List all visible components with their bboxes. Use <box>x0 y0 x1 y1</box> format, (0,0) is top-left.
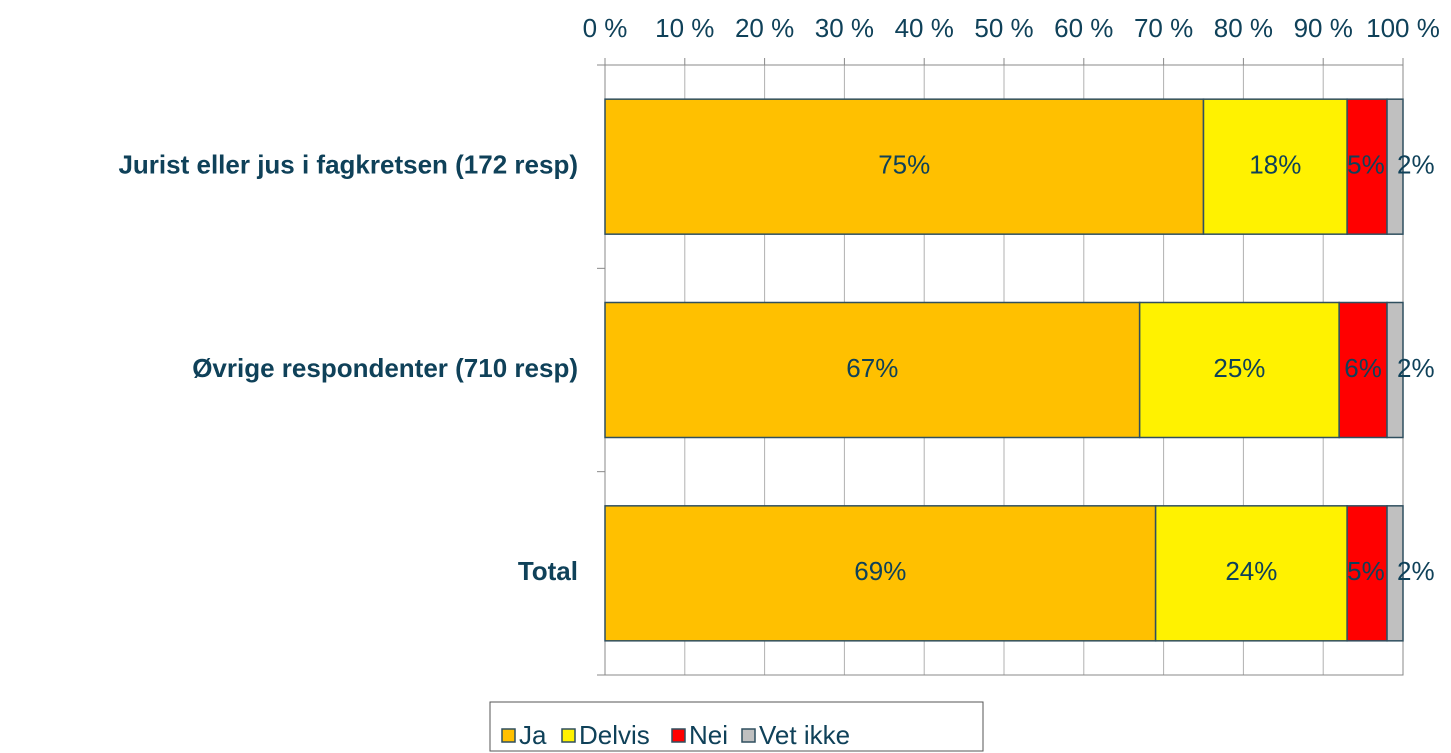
bar-segment <box>604 98 1205 235</box>
legend-swatch <box>671 728 686 743</box>
bar-segment <box>1338 301 1388 439</box>
data-label: 2% <box>1397 150 1435 180</box>
x-tick-label: 20 % <box>735 13 794 43</box>
data-label: 18% <box>1249 150 1301 180</box>
x-tick-label: 90 % <box>1294 13 1353 43</box>
data-label: 2% <box>1397 556 1435 586</box>
bar-segment <box>1346 98 1388 235</box>
data-label: 5% <box>1347 150 1385 180</box>
bar-segment <box>1154 505 1348 642</box>
x-tick-label: 80 % <box>1214 13 1273 43</box>
legend-label: Ja <box>519 720 547 750</box>
bar-segment <box>1346 505 1388 642</box>
legend-box <box>489 701 984 752</box>
data-label: 5% <box>1347 556 1385 586</box>
legend-label: Nei <box>689 720 728 750</box>
bar-segment <box>1386 98 1404 235</box>
data-label: 67% <box>846 353 898 383</box>
bar-segment <box>1386 505 1404 642</box>
legend-swatch <box>741 728 756 743</box>
x-tick-label: 100 % <box>1366 13 1440 43</box>
x-tick-label: 10 % <box>655 13 714 43</box>
legend-swatch <box>501 728 516 743</box>
data-label: 75% <box>878 150 930 180</box>
data-label: 6% <box>1344 353 1382 383</box>
bar-segment <box>1386 301 1404 439</box>
bar-segment <box>1202 98 1348 235</box>
data-label: 2% <box>1397 353 1435 383</box>
x-tick-label: 40 % <box>895 13 954 43</box>
bar-segment <box>1138 301 1340 439</box>
x-tick-label: 50 % <box>974 13 1033 43</box>
category-label: Jurist eller jus i fagkretsen (172 resp) <box>118 150 578 180</box>
legend-swatch <box>561 728 576 743</box>
legend-label: Delvis <box>579 720 650 750</box>
category-label: Total <box>518 556 578 586</box>
x-tick-label: 60 % <box>1054 13 1113 43</box>
bar-segment <box>604 505 1157 642</box>
category-label: Øvrige respondenter (710 resp) <box>192 353 578 383</box>
data-label: 25% <box>1213 353 1265 383</box>
data-label: 69% <box>854 556 906 586</box>
legend-label: Vet ikke <box>759 720 850 750</box>
x-tick-label: 30 % <box>815 13 874 43</box>
x-tick-label: 70 % <box>1134 13 1193 43</box>
data-label: 24% <box>1225 556 1277 586</box>
x-tick-label: 0 % <box>583 13 628 43</box>
